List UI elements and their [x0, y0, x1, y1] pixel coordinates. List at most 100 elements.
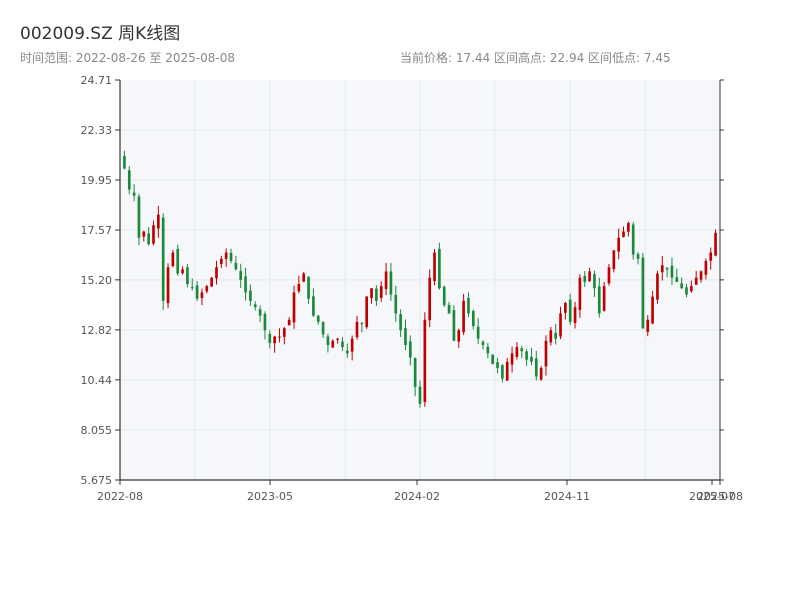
candle-body: [471, 311, 475, 327]
candle-body: [302, 273, 306, 282]
candle-body: [559, 313, 562, 337]
candle-body: [375, 288, 378, 301]
candle-body: [200, 292, 204, 298]
candle-body: [685, 287, 688, 295]
candle-body: [234, 262, 238, 270]
candle-body: [568, 299, 572, 322]
candle-body: [224, 252, 228, 259]
y-tick-label: 24.71: [81, 74, 113, 87]
candle-body: [583, 275, 587, 282]
candle-body: [602, 286, 606, 311]
candle-body: [176, 248, 180, 274]
y-tick-label: 12.82: [81, 324, 113, 337]
candle-body: [360, 322, 364, 324]
candle-body: [404, 328, 407, 345]
candle-body: [282, 328, 286, 337]
candle-body: [249, 290, 252, 301]
candle-body: [704, 260, 708, 275]
candle-body: [597, 286, 601, 314]
x-tick-label: 2025-07: [689, 490, 735, 503]
candle-body: [307, 276, 310, 299]
candle-body: [714, 232, 717, 256]
candle-body: [593, 274, 596, 289]
candle-body: [612, 250, 616, 270]
candle-body: [244, 276, 247, 293]
candle-body: [515, 347, 519, 357]
candle-body: [699, 271, 703, 280]
candle-body: [554, 332, 558, 339]
candle-body: [384, 271, 388, 289]
candle-body: [161, 217, 165, 301]
candle-body: [544, 340, 548, 367]
candle-body: [665, 267, 669, 270]
candle-body: [394, 294, 398, 314]
candle-body: [389, 271, 393, 295]
candle-body: [205, 286, 209, 292]
candle-body: [316, 315, 320, 322]
candle-body: [709, 252, 713, 261]
candle-body: [321, 321, 325, 335]
candle-body: [467, 297, 470, 314]
candle-body: [530, 356, 533, 362]
candle-body: [210, 277, 213, 287]
candle-body: [646, 319, 650, 332]
y-tick-label: 15.20: [81, 274, 113, 287]
candle-body: [181, 269, 184, 274]
candle-body: [379, 286, 383, 298]
candle-body: [525, 351, 528, 360]
candle-body: [428, 277, 432, 321]
candle-body: [622, 231, 625, 237]
candle-body: [651, 296, 654, 324]
candle-body: [617, 237, 620, 252]
candle-body: [627, 223, 630, 232]
candle-body: [534, 358, 538, 377]
candle-body: [539, 368, 543, 380]
candle-body: [510, 353, 514, 365]
date-range-text: 时间范围: 2022-08-26 至 2025-08-08: [20, 51, 235, 65]
candle-body: [680, 283, 683, 289]
candle-body: [365, 296, 369, 328]
candle-body: [452, 310, 456, 341]
candle-body: [491, 354, 495, 364]
candle-body: [157, 214, 160, 229]
y-tick-label: 19.95: [81, 174, 113, 187]
candle-body: [588, 271, 591, 282]
candle-body: [123, 155, 126, 169]
candle-body: [564, 302, 567, 313]
candle-body: [607, 267, 611, 284]
candle-body: [127, 170, 131, 190]
candle-body: [486, 346, 490, 354]
candle-body: [457, 330, 461, 342]
y-axis-ticks: 5.675 8.055 10.44 12.82 15.20 17.57 19.95 22.33…: [81, 74, 724, 487]
y-tick-label: 22.33: [81, 124, 113, 137]
candle-body: [505, 361, 509, 381]
candle-body: [549, 330, 553, 343]
candle-series: [123, 150, 717, 408]
candle-body: [636, 254, 640, 259]
candle-body: [578, 277, 582, 310]
price-stats-text: 当前价格: 17.44 区间高点: 22.94 区间低点: 7.45: [400, 51, 671, 65]
candle-body: [656, 273, 659, 300]
candle-body: [287, 319, 291, 326]
candle-body: [370, 288, 373, 299]
candle-body: [413, 358, 417, 388]
candle-body: [694, 277, 698, 285]
candle-body: [675, 277, 679, 282]
candle-body: [423, 319, 427, 402]
candle-body: [631, 224, 635, 255]
y-tick-label: 17.57: [81, 224, 113, 237]
candle-body: [190, 287, 194, 289]
candle-body: [690, 286, 693, 292]
candle-body: [350, 338, 354, 352]
x-tick-label: 2022-08: [97, 490, 143, 503]
candle-body: [660, 265, 664, 273]
candle-body: [341, 341, 344, 348]
candle-body: [152, 225, 155, 244]
grid-lines: [120, 80, 720, 480]
candle-body: [520, 348, 524, 352]
candle-body: [481, 341, 485, 345]
y-tick-label: 5.675: [81, 474, 113, 487]
candle-body: [142, 231, 146, 237]
x-tick-label: 2023-05: [247, 490, 293, 503]
chart-title: 002009.SZ 周K线图: [20, 24, 181, 44]
